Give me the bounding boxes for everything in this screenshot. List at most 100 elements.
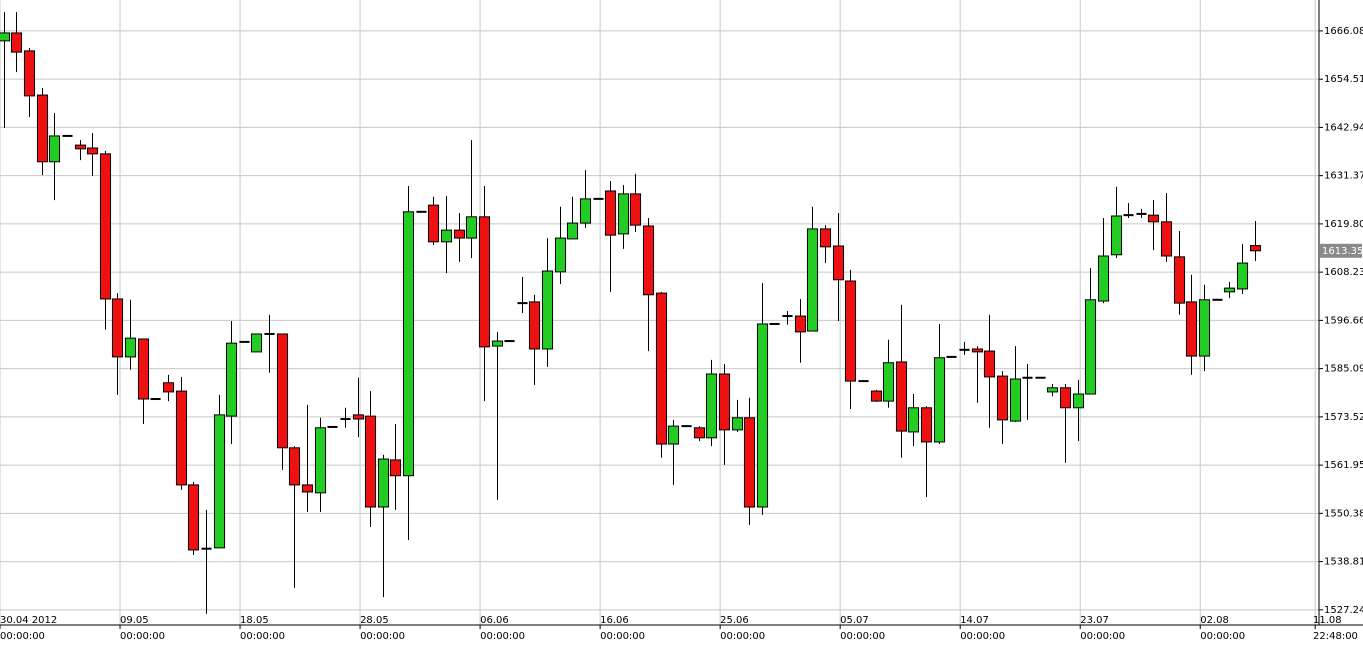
candle-body bbox=[276, 333, 289, 449]
candle-body bbox=[1009, 378, 1022, 422]
candle-body bbox=[996, 375, 1009, 421]
candle-body bbox=[933, 357, 946, 443]
x-tick-label: 25.06 00:00:00 bbox=[720, 615, 766, 642]
candle-body bbox=[1236, 262, 1249, 290]
candle-body bbox=[1173, 256, 1186, 304]
candle-body bbox=[718, 373, 731, 431]
x-tick-label: 05.07 00:00:00 bbox=[840, 615, 886, 642]
candle-body bbox=[465, 216, 478, 239]
candle-body bbox=[389, 459, 402, 477]
candle-body bbox=[604, 190, 617, 236]
candle-body bbox=[213, 414, 226, 549]
candle-body bbox=[301, 484, 314, 493]
candle-body bbox=[162, 382, 175, 393]
y-tick-label: 1631.37 bbox=[1324, 171, 1363, 182]
candle-body bbox=[743, 417, 756, 508]
candle-body bbox=[288, 447, 301, 486]
candle-body bbox=[1185, 301, 1198, 357]
x-tick-label: 28.05 00:00:00 bbox=[360, 615, 405, 642]
candle-body bbox=[187, 484, 200, 551]
x-tick-label: 16.06 00:00:00 bbox=[600, 615, 646, 642]
candle-body bbox=[1097, 255, 1110, 302]
candle-body bbox=[0, 32, 11, 42]
candle-body bbox=[579, 198, 592, 224]
candle-body bbox=[1223, 287, 1236, 293]
y-tick-label: 1573.52 bbox=[1324, 412, 1363, 423]
candle-body bbox=[453, 229, 466, 239]
y-tick-label: 1550.38 bbox=[1324, 508, 1363, 519]
candle-body bbox=[1147, 214, 1160, 223]
candle-body bbox=[983, 350, 996, 378]
x-tick-label: 02.08 00:00:00 bbox=[1200, 615, 1246, 642]
candle-body bbox=[920, 407, 933, 443]
y-tick-label: 1561.95 bbox=[1324, 460, 1363, 471]
candle-body bbox=[1249, 245, 1262, 252]
candle-body bbox=[10, 32, 23, 53]
y-tick-label: 1666.08 bbox=[1324, 26, 1363, 37]
last-price-label: 1613.35 bbox=[1322, 246, 1363, 257]
candle-body bbox=[1198, 299, 1211, 357]
candle-body bbox=[1110, 215, 1123, 256]
candle-body bbox=[377, 458, 390, 508]
candle-body bbox=[693, 427, 706, 439]
candle-body bbox=[794, 315, 807, 333]
y-tick-label: 1527.24 bbox=[1324, 605, 1363, 616]
candle-body bbox=[642, 225, 655, 296]
candle-body bbox=[844, 280, 857, 382]
x-tick-label: 11.08 22:48:00 bbox=[1313, 615, 1358, 642]
y-tick-label: 1619.80 bbox=[1324, 219, 1363, 230]
candle-body bbox=[756, 323, 769, 508]
candle-body bbox=[364, 415, 377, 508]
candle-body bbox=[655, 292, 668, 445]
y-tick-label: 1608.23 bbox=[1324, 267, 1363, 278]
candle-body bbox=[819, 228, 832, 248]
candle-body bbox=[175, 390, 188, 486]
x-tick-label: 14.07 00:00:00 bbox=[960, 615, 1006, 642]
candle-body bbox=[541, 270, 554, 350]
candle-body bbox=[225, 342, 238, 417]
candle-body bbox=[440, 229, 453, 243]
candle-body bbox=[895, 361, 908, 432]
y-tick-label: 1585.09 bbox=[1324, 364, 1363, 375]
candle-body bbox=[1059, 387, 1072, 409]
candle-body bbox=[111, 298, 124, 358]
candle-body bbox=[617, 193, 630, 235]
candle-body bbox=[667, 425, 680, 445]
candle-body bbox=[528, 301, 541, 350]
candle-body bbox=[806, 228, 819, 332]
last-price-box bbox=[1320, 243, 1362, 258]
x-tick-label: 06.06 00:00:00 bbox=[480, 615, 526, 642]
candle-body bbox=[124, 337, 137, 358]
candle-body bbox=[402, 211, 415, 477]
candle-body bbox=[882, 362, 895, 402]
candle-body bbox=[23, 50, 36, 97]
candle-body bbox=[36, 94, 49, 163]
x-tick-label: 09.05 00:00:00 bbox=[120, 615, 165, 642]
candle-body bbox=[478, 216, 491, 348]
candle-body bbox=[99, 153, 112, 300]
candle-body bbox=[832, 245, 845, 281]
candle-body bbox=[870, 390, 883, 402]
candle-body bbox=[731, 417, 744, 431]
candle-body bbox=[250, 333, 263, 353]
y-tick-label: 1596.66 bbox=[1324, 315, 1363, 326]
x-tick-label: 30.04 2012 00:00:00 bbox=[0, 615, 58, 642]
candle-body bbox=[1046, 387, 1059, 393]
y-tick-label: 1538.81 bbox=[1324, 557, 1363, 568]
candle-body bbox=[971, 348, 984, 353]
candle-body bbox=[48, 135, 61, 163]
candle-body bbox=[554, 237, 567, 273]
candle-body bbox=[352, 414, 365, 420]
y-tick-label: 1642.94 bbox=[1324, 122, 1363, 133]
x-tick-label: 23.07 00:00:00 bbox=[1080, 615, 1126, 642]
x-tick-label: 18.05 00:00:00 bbox=[240, 615, 285, 642]
candle-body bbox=[566, 222, 579, 240]
candle-body bbox=[1160, 221, 1173, 257]
candle-body bbox=[86, 147, 99, 155]
candle-body bbox=[491, 340, 504, 347]
candle-body bbox=[629, 193, 642, 226]
candle-body bbox=[907, 407, 920, 433]
